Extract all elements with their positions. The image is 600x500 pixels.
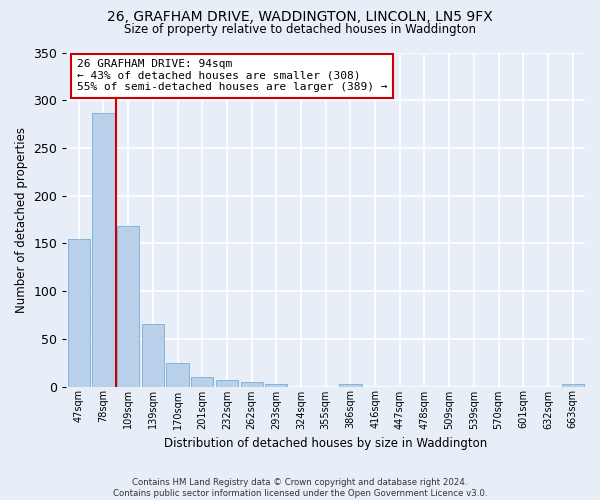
Bar (68, 238, 90, 386)
Bar (340, 384, 362, 386)
Text: Size of property relative to detached houses in Waddington: Size of property relative to detached ho… (124, 22, 476, 36)
Bar (562, 384, 584, 386)
Text: 26 GRAFHAM DRIVE: 94sqm
← 43% of detached houses are smaller (308)
55% of semi-d: 26 GRAFHAM DRIVE: 94sqm ← 43% of detache… (77, 59, 388, 92)
Text: 26, GRAFHAM DRIVE, WADDINGTON, LINCOLN, LN5 9FX: 26, GRAFHAM DRIVE, WADDINGTON, LINCOLN, … (107, 10, 493, 24)
Bar (216, 380, 238, 386)
Bar (92, 112, 115, 386)
Bar (191, 377, 214, 386)
Bar (142, 324, 164, 386)
Bar (265, 384, 287, 386)
Bar (166, 362, 188, 386)
Bar (117, 226, 139, 386)
X-axis label: Distribution of detached houses by size in Waddington: Distribution of detached houses by size … (164, 437, 487, 450)
Text: Contains HM Land Registry data © Crown copyright and database right 2024.
Contai: Contains HM Land Registry data © Crown c… (113, 478, 487, 498)
Y-axis label: Number of detached properties: Number of detached properties (15, 126, 28, 312)
Bar (241, 382, 263, 386)
